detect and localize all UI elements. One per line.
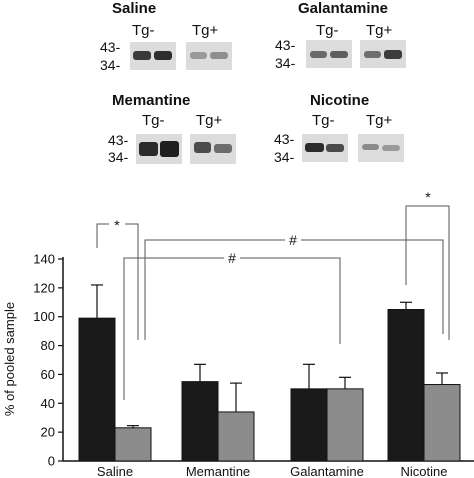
- blot-title: Galantamine: [298, 0, 389, 17]
- lane-label-tg-minus: Tg-: [142, 112, 165, 129]
- lane-label-tg-minus: Tg-: [316, 22, 339, 39]
- mw-marker-43: 43-: [100, 39, 121, 55]
- blot-title: Memantine: [112, 92, 191, 109]
- mw-marker-43: 43-: [274, 131, 295, 147]
- bar: [290, 388, 328, 462]
- significance-mask: [224, 252, 240, 266]
- y-tick-label: 100: [33, 309, 55, 324]
- mw-marker-43: 43-: [275, 37, 296, 53]
- bar: [181, 381, 219, 462]
- lane-label-tg-plus: Tg+: [192, 22, 219, 39]
- lane-label-tg-plus: Tg+: [366, 22, 393, 39]
- mw-marker-34: 34-: [275, 55, 296, 71]
- chart-bars: [78, 284, 461, 462]
- x-category-label: Memantine: [186, 464, 250, 478]
- significance-marker: *: [114, 217, 120, 233]
- x-category-label: Nicotine: [401, 464, 448, 478]
- blot-image: [360, 40, 406, 68]
- significance-marker: #: [228, 250, 236, 266]
- lane-label-tg-plus: Tg+: [196, 112, 223, 129]
- blot-image: [302, 134, 348, 162]
- blot-title: Saline: [112, 0, 157, 17]
- significance-mask: [285, 234, 301, 248]
- bar: [326, 388, 364, 462]
- significance-marker: #: [289, 232, 297, 248]
- lane-label-tg-minus: Tg-: [312, 112, 335, 129]
- bar: [114, 427, 152, 462]
- bar: [217, 411, 255, 462]
- y-axis-label: % of pooled sample: [2, 302, 17, 416]
- blot-image: [358, 134, 404, 162]
- blot-image: [186, 42, 232, 70]
- x-category-label: Saline: [97, 464, 133, 478]
- mw-marker-34: 34-: [100, 57, 121, 73]
- significance-mask: [109, 219, 125, 233]
- mw-marker-34: 34-: [108, 149, 129, 165]
- x-category-label: Galantamine: [290, 464, 364, 478]
- y-tick-label: 40: [41, 396, 55, 411]
- blot-image: [306, 40, 352, 68]
- chart-axes: 0 20 40 60 80 100 120 140 Saline Memantine Galanta…: [33, 252, 474, 478]
- y-tick-label: 20: [41, 425, 55, 440]
- y-tick-label: 60: [41, 367, 55, 382]
- bar: [387, 309, 425, 462]
- mw-marker-43: 43-: [108, 132, 129, 148]
- bar: [78, 317, 116, 462]
- y-tick-label: 0: [48, 454, 55, 469]
- y-tick-label: 140: [33, 252, 55, 267]
- blot-title: Nicotine: [310, 92, 370, 109]
- lane-label-tg-minus: Tg-: [132, 22, 155, 39]
- blot-image: [136, 134, 182, 164]
- bar: [423, 384, 461, 462]
- y-tick-label: 80: [41, 338, 55, 353]
- chart-significance: * # # *: [96, 189, 450, 400]
- mw-marker-34: 34-: [274, 149, 295, 165]
- blot-image: [190, 134, 236, 164]
- y-tick-label: 120: [33, 280, 55, 295]
- bracket-nicotine: [405, 205, 450, 340]
- significance-mask: [420, 191, 436, 205]
- blot-image: [130, 42, 176, 70]
- significance-marker: *: [425, 189, 431, 205]
- bracket-saline-galantamine: [123, 257, 341, 400]
- lane-label-tg-plus: Tg+: [366, 112, 393, 129]
